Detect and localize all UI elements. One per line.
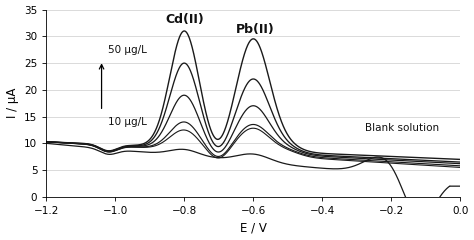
Text: Blank solution: Blank solution (365, 123, 439, 133)
Text: Cd(II): Cd(II) (165, 13, 204, 26)
Text: 10 μg/L: 10 μg/L (109, 117, 147, 127)
Y-axis label: I / μA: I / μA (6, 88, 18, 118)
Text: 50 μg/L: 50 μg/L (109, 45, 147, 55)
Text: Pb(II): Pb(II) (236, 23, 274, 36)
X-axis label: E / V: E / V (240, 222, 267, 234)
